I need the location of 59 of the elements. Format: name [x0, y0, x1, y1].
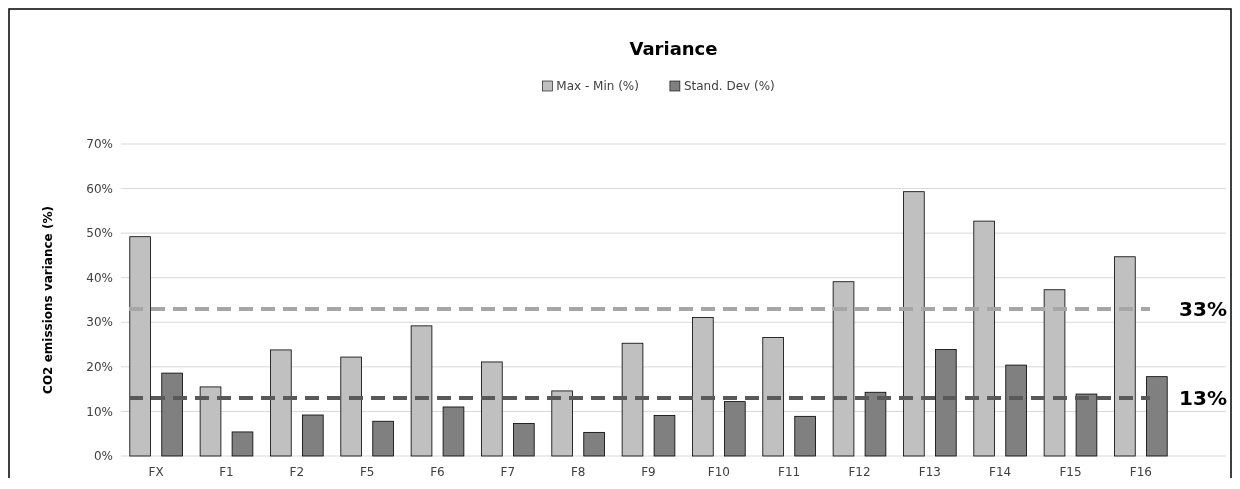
bar — [161, 372, 183, 457]
x-tick-label: F16 — [1129, 465, 1152, 479]
y-tick-label: 0% — [93, 449, 113, 464]
bar — [1146, 376, 1168, 457]
y-tick-label: 30% — [86, 315, 113, 330]
bar — [653, 415, 676, 457]
bar — [1043, 289, 1066, 457]
x-tick-label: F13 — [918, 465, 941, 479]
x-tick-label: F15 — [1059, 465, 1082, 479]
ref-line-label: 33% — [1179, 296, 1227, 321]
x-tick-label: F10 — [707, 465, 730, 479]
x-tick-label: F1 — [219, 465, 234, 479]
bar — [551, 390, 573, 457]
x-tick-label: F7 — [500, 465, 516, 479]
bar — [270, 349, 292, 457]
y-tick-label: 40% — [86, 270, 113, 285]
bar — [973, 220, 995, 457]
ref-line-label: 13% — [1179, 386, 1227, 411]
bar — [231, 431, 254, 457]
y-axis-title: CO2 emissions variance (%) — [41, 206, 55, 394]
bar — [1114, 256, 1136, 457]
bar — [129, 236, 151, 457]
bar — [410, 325, 433, 457]
y-tick-label: 70% — [86, 137, 113, 152]
legend-label: Max - Min (%) — [556, 79, 639, 93]
y-tick-label: 50% — [86, 226, 113, 241]
y-tick-label: 20% — [86, 360, 113, 375]
bar — [935, 349, 957, 457]
bar — [302, 414, 324, 457]
x-tick-label: F2 — [289, 465, 305, 479]
chart-title: Variance — [629, 38, 718, 59]
y-tick-label: 60% — [86, 181, 113, 196]
bar — [340, 356, 362, 457]
bar — [513, 423, 535, 457]
bar — [1005, 364, 1027, 457]
legend-label: Stand. Dev (%) — [683, 79, 775, 93]
bar — [199, 386, 222, 457]
bar — [1075, 393, 1098, 457]
bar — [621, 342, 644, 457]
x-tick-label: FX — [148, 465, 164, 479]
bar — [864, 391, 887, 457]
bar — [481, 361, 503, 457]
x-tick-label: F14 — [989, 465, 1012, 479]
x-tick-label: F5 — [359, 465, 375, 479]
bar — [903, 191, 925, 457]
bar — [372, 420, 394, 457]
x-tick-label: F9 — [641, 465, 656, 479]
bar — [832, 281, 855, 457]
bar — [442, 406, 465, 457]
bar — [583, 431, 605, 457]
x-tick-label: F8 — [570, 465, 586, 479]
bar — [762, 337, 784, 457]
bar — [692, 316, 714, 457]
x-tick-label: F11 — [778, 465, 801, 479]
bar — [724, 401, 746, 457]
x-tick-label: F6 — [430, 465, 445, 479]
bar — [794, 415, 816, 457]
x-tick-label: F12 — [848, 465, 871, 479]
y-tick-label: 10% — [86, 404, 113, 419]
